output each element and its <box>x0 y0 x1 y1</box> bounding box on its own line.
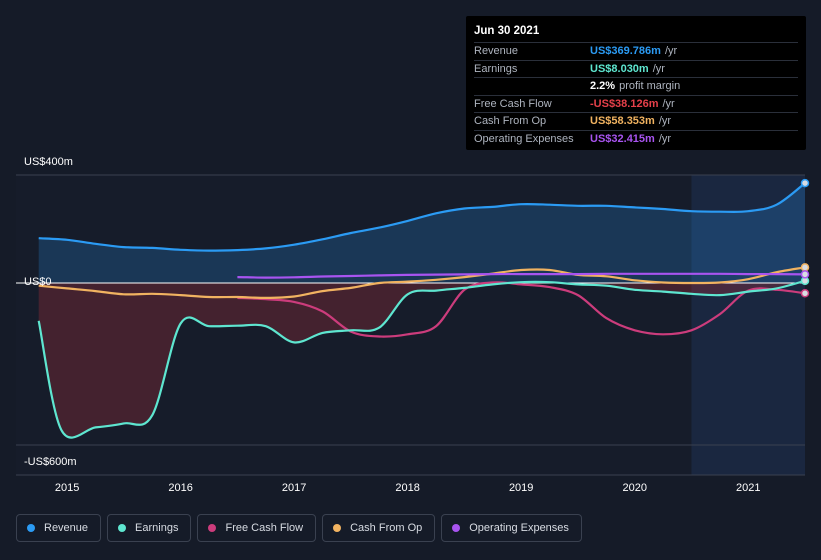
end-dot-revenue <box>800 178 810 188</box>
tooltip-row-label: Revenue <box>474 45 519 57</box>
series-line-earnings <box>37 279 806 439</box>
series-line-free-cash-flow <box>237 281 806 338</box>
plot-background <box>16 175 805 475</box>
legend-dot-icon <box>118 524 127 532</box>
tooltip-row-unit: /yr <box>664 45 678 57</box>
tooltip-row-label: Earnings <box>474 62 518 75</box>
tooltip-panel: Jun 30 2021 Revenue US$369.786m/yr Earning… <box>466 16 806 150</box>
legend-item-free-cash-flow[interactable]: Free Cash Flow <box>197 514 317 542</box>
x-tick-label: 2019 <box>509 482 533 494</box>
tooltip-row-value: US$8.030m <box>590 62 649 75</box>
tooltip-row-label <box>474 78 590 95</box>
x-tick-label: 2016 <box>168 482 192 494</box>
series-line-operating-expenses <box>237 272 806 279</box>
x-tick-label: 2020 <box>622 482 646 494</box>
series-line-revenue <box>38 182 806 252</box>
tooltip-row-unit: /yr <box>652 62 665 75</box>
legend-label: Cash From Op <box>350 522 423 534</box>
legend-item-earnings[interactable]: Earnings <box>107 514 192 542</box>
tooltip-row-label: Free Cash Flow <box>474 97 552 110</box>
tooltip-row-value: US$58.353m <box>590 115 655 127</box>
legend-label: Operating Expenses <box>469 522 569 534</box>
end-dot-operating-expenses <box>800 270 810 279</box>
tooltip-row-value: -US$38.126m <box>590 97 659 110</box>
y-tick-bottom: -US$600m <box>24 456 77 468</box>
end-dot-cash-from-op <box>800 263 810 272</box>
x-tick-label: 2017 <box>282 482 306 494</box>
forecast-region <box>691 175 805 475</box>
tooltip-row-label: Operating Expenses <box>474 132 574 145</box>
tooltip-row-unit: /yr <box>662 97 675 110</box>
y-tick-top: US$400m <box>24 156 73 168</box>
legend-item-cash-from-op[interactable]: Cash From Op <box>322 514 436 542</box>
tooltip-row-unit: /yr <box>658 132 672 145</box>
tooltip-row-label: Cash From Op <box>474 115 547 127</box>
tooltip-row: 2.2% profit margin <box>474 78 798 96</box>
tooltip-row-value: US$369.786m <box>590 45 661 57</box>
legend-dot-icon <box>208 524 217 532</box>
y-tick-zero: US$0 <box>24 276 52 288</box>
legend-dot-icon <box>333 524 342 532</box>
tooltip-row-value: 2.2% <box>590 80 616 92</box>
tooltip-date: Jun 30 2021 <box>474 22 798 43</box>
area-earnings <box>38 280 805 438</box>
area-revenue <box>38 183 805 283</box>
series-line-cash-from-op <box>38 266 806 299</box>
legend-label: Earnings <box>135 522 179 534</box>
tooltip-row: Revenue US$369.786m/yr <box>474 43 798 61</box>
x-tick-label: 2021 <box>736 482 760 494</box>
tooltip-row: Earnings US$8.030m/yr <box>474 61 798 78</box>
x-tick-label: 2018 <box>395 482 419 494</box>
legend-label: Revenue <box>44 522 89 534</box>
tooltip-row: Free Cash Flow -US$38.126m/yr <box>474 96 798 113</box>
tooltip-row-value: US$32.415m <box>590 132 655 145</box>
tooltip-row-unit: profit margin <box>619 80 681 92</box>
chart-svg: 2015 2016 2017 2018 2019 2020 2021 <box>16 174 810 494</box>
x-tick-label: 2015 <box>55 482 79 494</box>
legend: Revenue Earnings Free Cash Flow Cash From O… <box>16 514 582 542</box>
tooltip-row-unit: /yr <box>658 115 672 127</box>
end-dot-free-cash-flow <box>800 289 810 298</box>
legend-label: Free Cash Flow <box>225 522 304 534</box>
tooltip-row: Cash From Op US$58.353m/yr <box>474 113 798 131</box>
legend-item-revenue[interactable]: Revenue <box>16 514 102 542</box>
legend-dot-icon <box>27 524 35 532</box>
tooltip-row: Operating Expenses US$32.415m/yr <box>474 131 798 148</box>
legend-dot-icon <box>452 524 461 532</box>
legend-item-operating-expenses[interactable]: Operating Expenses <box>441 514 582 542</box>
